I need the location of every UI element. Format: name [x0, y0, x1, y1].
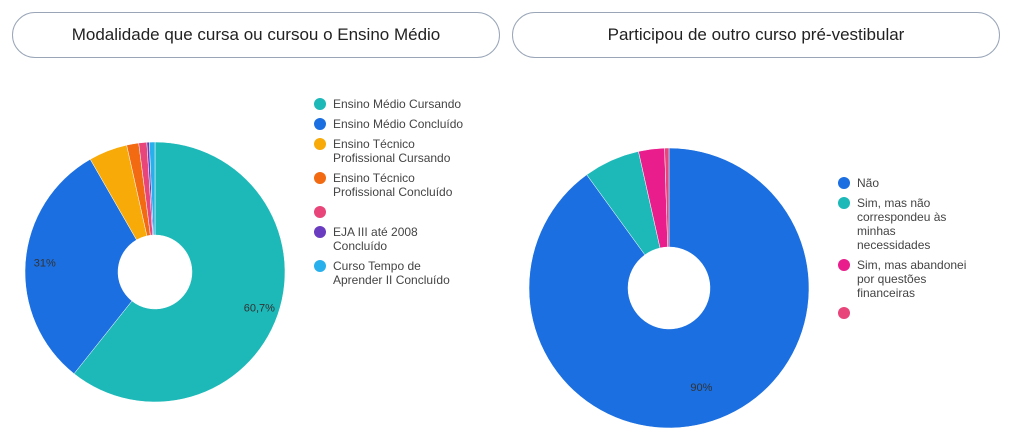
legend-label: Ensino Médio Cursando [333, 97, 462, 111]
legend-label: Curso Tempo de Aprender II Concluído [333, 259, 450, 287]
legend-swatch [314, 98, 326, 110]
legend: Não Sim, mas não correspondeu às minhas n… [838, 176, 968, 326]
legend-item: Sim, mas não correspondeu às minhas nece… [838, 196, 968, 252]
legend: Ensino Médio Cursando Ensino Médio Conclu… [314, 97, 464, 293]
slice [528, 147, 810, 429]
legend-label: Não [857, 176, 880, 190]
legend-item: Não [838, 176, 968, 190]
data-label: 60,7% [244, 302, 275, 314]
legend-label: Sim, mas não correspondeu às minhas nece… [857, 196, 947, 252]
slice [664, 147, 670, 248]
legend-item [314, 205, 464, 219]
legend-item [838, 306, 968, 320]
slice [149, 141, 156, 236]
legend-swatch [314, 172, 326, 184]
legend-label: EJA III até 2008 Concluído [333, 225, 418, 253]
legend-item: Sim, mas abandonei por questões financei… [838, 258, 968, 300]
legend-label: Ensino Técnico Profissional Cursando [333, 137, 451, 165]
legend-swatch [314, 138, 326, 150]
legend-swatch [838, 259, 850, 271]
legend-label: Sim, mas abandonei por questões financei… [857, 258, 967, 300]
slice [24, 158, 137, 375]
legend-item: EJA III até 2008 Concluído [314, 225, 464, 253]
legend-swatch [314, 260, 326, 272]
legend-swatch [314, 226, 326, 238]
legend-item: Ensino Técnico Profissional Cursando [314, 137, 464, 165]
legend-swatch [838, 177, 850, 189]
legend-label: Ensino Médio Concluído [333, 117, 464, 131]
data-label: 90% [690, 382, 712, 394]
slice [73, 141, 286, 403]
legend-item: Curso Tempo de Aprender II Concluído [314, 259, 464, 287]
data-label: 31% [34, 258, 56, 270]
legend-item: Ensino Médio Concluído [314, 117, 464, 131]
legend-swatch [314, 206, 326, 218]
chart-title: Modalidade que cursa ou cursou o Ensino … [12, 12, 500, 58]
chart-title: Participou de outro curso pré-vestibular [512, 12, 1000, 58]
legend-swatch [838, 307, 850, 319]
legend-swatch [838, 197, 850, 209]
legend-swatch [314, 118, 326, 130]
legend-item: Ensino Médio Cursando [314, 97, 464, 111]
legend-label: Ensino Técnico Profissional Concluído [333, 171, 453, 199]
legend-item: Ensino Técnico Profissional Concluído [314, 171, 464, 199]
